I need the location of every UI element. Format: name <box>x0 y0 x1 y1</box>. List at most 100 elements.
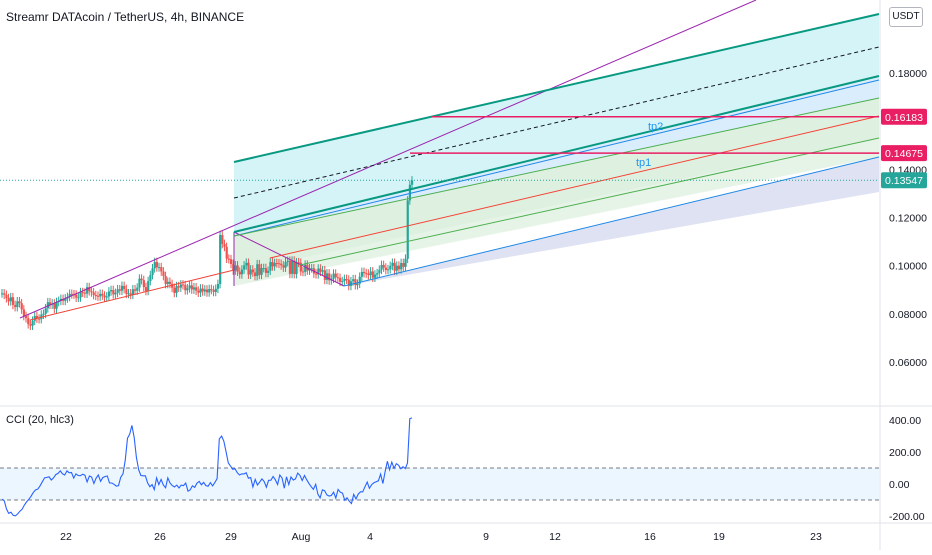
candle-body <box>16 301 19 308</box>
candle-body <box>347 279 350 286</box>
candle-body <box>358 276 361 284</box>
candle-body <box>277 263 281 265</box>
candle-body <box>319 268 322 272</box>
candle-body <box>229 259 233 264</box>
time-axis[interactable]: 22 26 29 Aug 4 9 12 16 19 23 <box>60 531 822 543</box>
time-tick-label: 22 <box>60 531 72 543</box>
candle-body <box>134 289 137 291</box>
candle-body <box>288 260 292 274</box>
candle-body <box>164 276 167 284</box>
candle-body <box>55 302 58 309</box>
candle-body <box>354 279 357 286</box>
tp-price-badge <box>881 108 927 125</box>
candle-body <box>258 264 261 275</box>
candle-body <box>325 273 329 280</box>
candle-body <box>243 265 246 270</box>
red-median-line <box>269 115 880 259</box>
candle-body <box>188 285 191 289</box>
candle-body <box>144 287 148 291</box>
green-line-upper <box>233 97 880 237</box>
candle-body <box>201 288 204 292</box>
candle-body <box>46 302 49 309</box>
candle-body <box>336 277 340 279</box>
price-axis[interactable]: 0.180000.140000.120000.100000.080000.060… <box>881 68 927 369</box>
candle-body <box>371 271 374 278</box>
candle-body <box>247 262 250 275</box>
candle-body <box>352 279 355 282</box>
teal-top-line <box>233 13 880 163</box>
candle-body <box>14 304 17 308</box>
candle-body <box>103 295 106 298</box>
candle-body <box>35 316 39 319</box>
candle-body <box>219 235 222 284</box>
candle-body <box>286 260 289 263</box>
cci-tick-label: 0.00 <box>889 479 910 491</box>
candle-body <box>197 290 200 293</box>
time-tick-label: 29 <box>225 531 237 543</box>
candle-body <box>7 298 10 302</box>
candle-body <box>400 263 403 270</box>
candle-body <box>175 286 178 293</box>
candle-body <box>81 292 84 294</box>
candle-body <box>382 264 385 268</box>
candle-body <box>332 273 335 279</box>
tp-price-badge-text: 0.14675 <box>885 148 923 160</box>
candle-body <box>208 289 211 293</box>
currency-button[interactable]: USDT <box>889 7 923 27</box>
candle-body <box>96 295 100 297</box>
candle-body <box>70 293 73 295</box>
candle-body <box>90 291 93 293</box>
candle-body <box>367 273 370 276</box>
candle-body <box>179 284 183 288</box>
candle-body <box>129 293 132 295</box>
purple-trendline <box>19 0 757 319</box>
candle-body <box>171 283 174 288</box>
candle-body <box>393 262 396 271</box>
candle-body <box>240 269 244 275</box>
candle-body <box>363 271 366 274</box>
candle-body <box>110 289 113 292</box>
candle-body <box>44 308 47 314</box>
time-tick-label: 19 <box>713 531 725 543</box>
candle-body <box>317 268 320 275</box>
candle-body <box>225 246 228 259</box>
candle-body <box>120 285 124 291</box>
tp-level-label: tp2 <box>648 121 663 133</box>
candle-body <box>321 270 324 272</box>
candle-body <box>406 200 409 259</box>
candle-body <box>184 285 187 291</box>
candle-body <box>151 268 154 276</box>
candle-body <box>131 289 135 295</box>
candle-body <box>389 265 392 270</box>
time-tick-label: 4 <box>367 531 373 543</box>
tp-price-badge <box>881 145 927 162</box>
candle-body <box>92 292 95 296</box>
candle-body <box>223 243 226 247</box>
cci-tick-label: 400.00 <box>889 415 921 427</box>
candle-body <box>64 298 67 301</box>
candle-body <box>86 287 89 294</box>
candle-body <box>271 262 274 267</box>
candle-body <box>251 269 254 273</box>
candle-body <box>48 302 52 305</box>
candle-body <box>11 297 15 305</box>
candle-body <box>384 267 388 271</box>
dashed-median <box>233 46 880 199</box>
drawings[interactable]: tp2 tp1 <box>0 0 880 321</box>
candle-body <box>295 262 298 275</box>
candle-body <box>253 272 257 277</box>
candle-body <box>53 303 56 309</box>
candle-body <box>5 294 8 299</box>
candle-body <box>94 295 97 297</box>
price-tick-label: 0.12000 <box>889 213 927 225</box>
cci-tick-label: 200.00 <box>889 447 921 459</box>
time-tick-label: 26 <box>154 531 166 543</box>
candle-body <box>345 278 348 280</box>
candle-body <box>380 264 383 270</box>
green-line-lower <box>299 137 880 266</box>
candle-body <box>210 289 213 291</box>
candle-body <box>149 275 152 282</box>
fill-mid-band-lower <box>234 138 879 286</box>
